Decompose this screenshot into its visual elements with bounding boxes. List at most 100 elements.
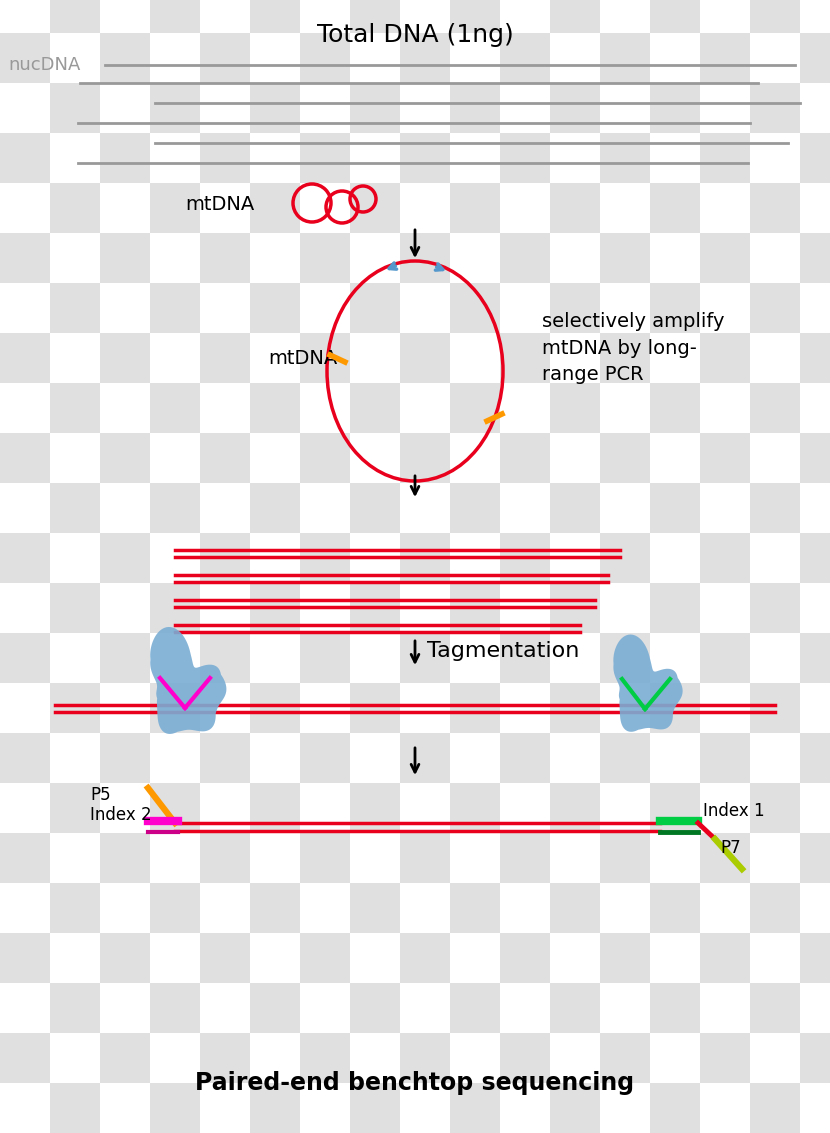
- Bar: [300, 633, 350, 683]
- Bar: [50, 983, 100, 1033]
- Bar: [700, 733, 750, 783]
- Bar: [150, 383, 200, 433]
- Bar: [750, 1033, 800, 1083]
- Bar: [200, 833, 250, 883]
- Bar: [350, 333, 400, 383]
- Bar: [250, 0, 300, 33]
- Bar: [750, 683, 800, 733]
- Bar: [550, 1083, 600, 1133]
- Bar: [550, 283, 600, 333]
- Bar: [50, 133, 100, 184]
- Bar: [450, 583, 500, 633]
- Bar: [50, 33, 100, 83]
- Bar: [400, 533, 450, 583]
- Bar: [800, 133, 830, 184]
- Bar: [750, 283, 800, 333]
- Bar: [250, 184, 300, 233]
- Bar: [750, 883, 800, 932]
- Bar: [150, 1033, 200, 1083]
- Bar: [0, 633, 50, 683]
- Bar: [800, 932, 830, 983]
- Text: P5: P5: [90, 786, 110, 804]
- Bar: [400, 733, 450, 783]
- Bar: [100, 733, 150, 783]
- Bar: [50, 433, 100, 483]
- Bar: [50, 533, 100, 583]
- Bar: [500, 184, 550, 233]
- Bar: [0, 184, 50, 233]
- Bar: [200, 383, 250, 433]
- Bar: [0, 83, 50, 133]
- Bar: [700, 583, 750, 633]
- Bar: [600, 833, 650, 883]
- Bar: [750, 0, 800, 33]
- Bar: [150, 133, 200, 184]
- Bar: [600, 633, 650, 683]
- Bar: [550, 932, 600, 983]
- Bar: [750, 1083, 800, 1133]
- Bar: [700, 0, 750, 33]
- Bar: [150, 1083, 200, 1133]
- Bar: [450, 1033, 500, 1083]
- Bar: [600, 683, 650, 733]
- Bar: [650, 0, 700, 33]
- Bar: [350, 283, 400, 333]
- Bar: [700, 33, 750, 83]
- Bar: [500, 433, 550, 483]
- Bar: [100, 683, 150, 733]
- Bar: [450, 383, 500, 433]
- Bar: [100, 433, 150, 483]
- Bar: [450, 283, 500, 333]
- Text: P7: P7: [720, 840, 740, 857]
- Bar: [800, 333, 830, 383]
- Bar: [650, 233, 700, 283]
- Bar: [350, 533, 400, 583]
- Bar: [400, 883, 450, 932]
- Bar: [550, 383, 600, 433]
- Bar: [150, 184, 200, 233]
- Bar: [0, 433, 50, 483]
- Bar: [600, 533, 650, 583]
- Bar: [250, 383, 300, 433]
- Text: Tagmentation: Tagmentation: [427, 641, 579, 661]
- Bar: [600, 184, 650, 233]
- Bar: [100, 1083, 150, 1133]
- Bar: [600, 33, 650, 83]
- Bar: [650, 1033, 700, 1083]
- Bar: [350, 583, 400, 633]
- Bar: [800, 283, 830, 333]
- Bar: [300, 932, 350, 983]
- Bar: [100, 883, 150, 932]
- Bar: [550, 983, 600, 1033]
- Bar: [400, 333, 450, 383]
- Bar: [150, 883, 200, 932]
- Bar: [300, 983, 350, 1033]
- Bar: [250, 283, 300, 333]
- Bar: [650, 583, 700, 633]
- Text: nucDNA: nucDNA: [8, 56, 81, 74]
- Bar: [700, 133, 750, 184]
- Bar: [600, 0, 650, 33]
- Bar: [450, 533, 500, 583]
- Bar: [700, 333, 750, 383]
- Bar: [350, 932, 400, 983]
- Bar: [650, 133, 700, 184]
- Bar: [0, 783, 50, 833]
- Bar: [800, 1083, 830, 1133]
- Bar: [100, 533, 150, 583]
- Bar: [550, 333, 600, 383]
- Bar: [150, 683, 200, 733]
- Bar: [650, 83, 700, 133]
- Bar: [100, 333, 150, 383]
- Bar: [350, 683, 400, 733]
- Bar: [0, 1033, 50, 1083]
- Bar: [300, 533, 350, 583]
- Bar: [350, 133, 400, 184]
- Bar: [750, 533, 800, 583]
- Bar: [150, 333, 200, 383]
- Bar: [200, 783, 250, 833]
- Bar: [250, 633, 300, 683]
- Bar: [100, 33, 150, 83]
- Bar: [50, 733, 100, 783]
- Bar: [500, 0, 550, 33]
